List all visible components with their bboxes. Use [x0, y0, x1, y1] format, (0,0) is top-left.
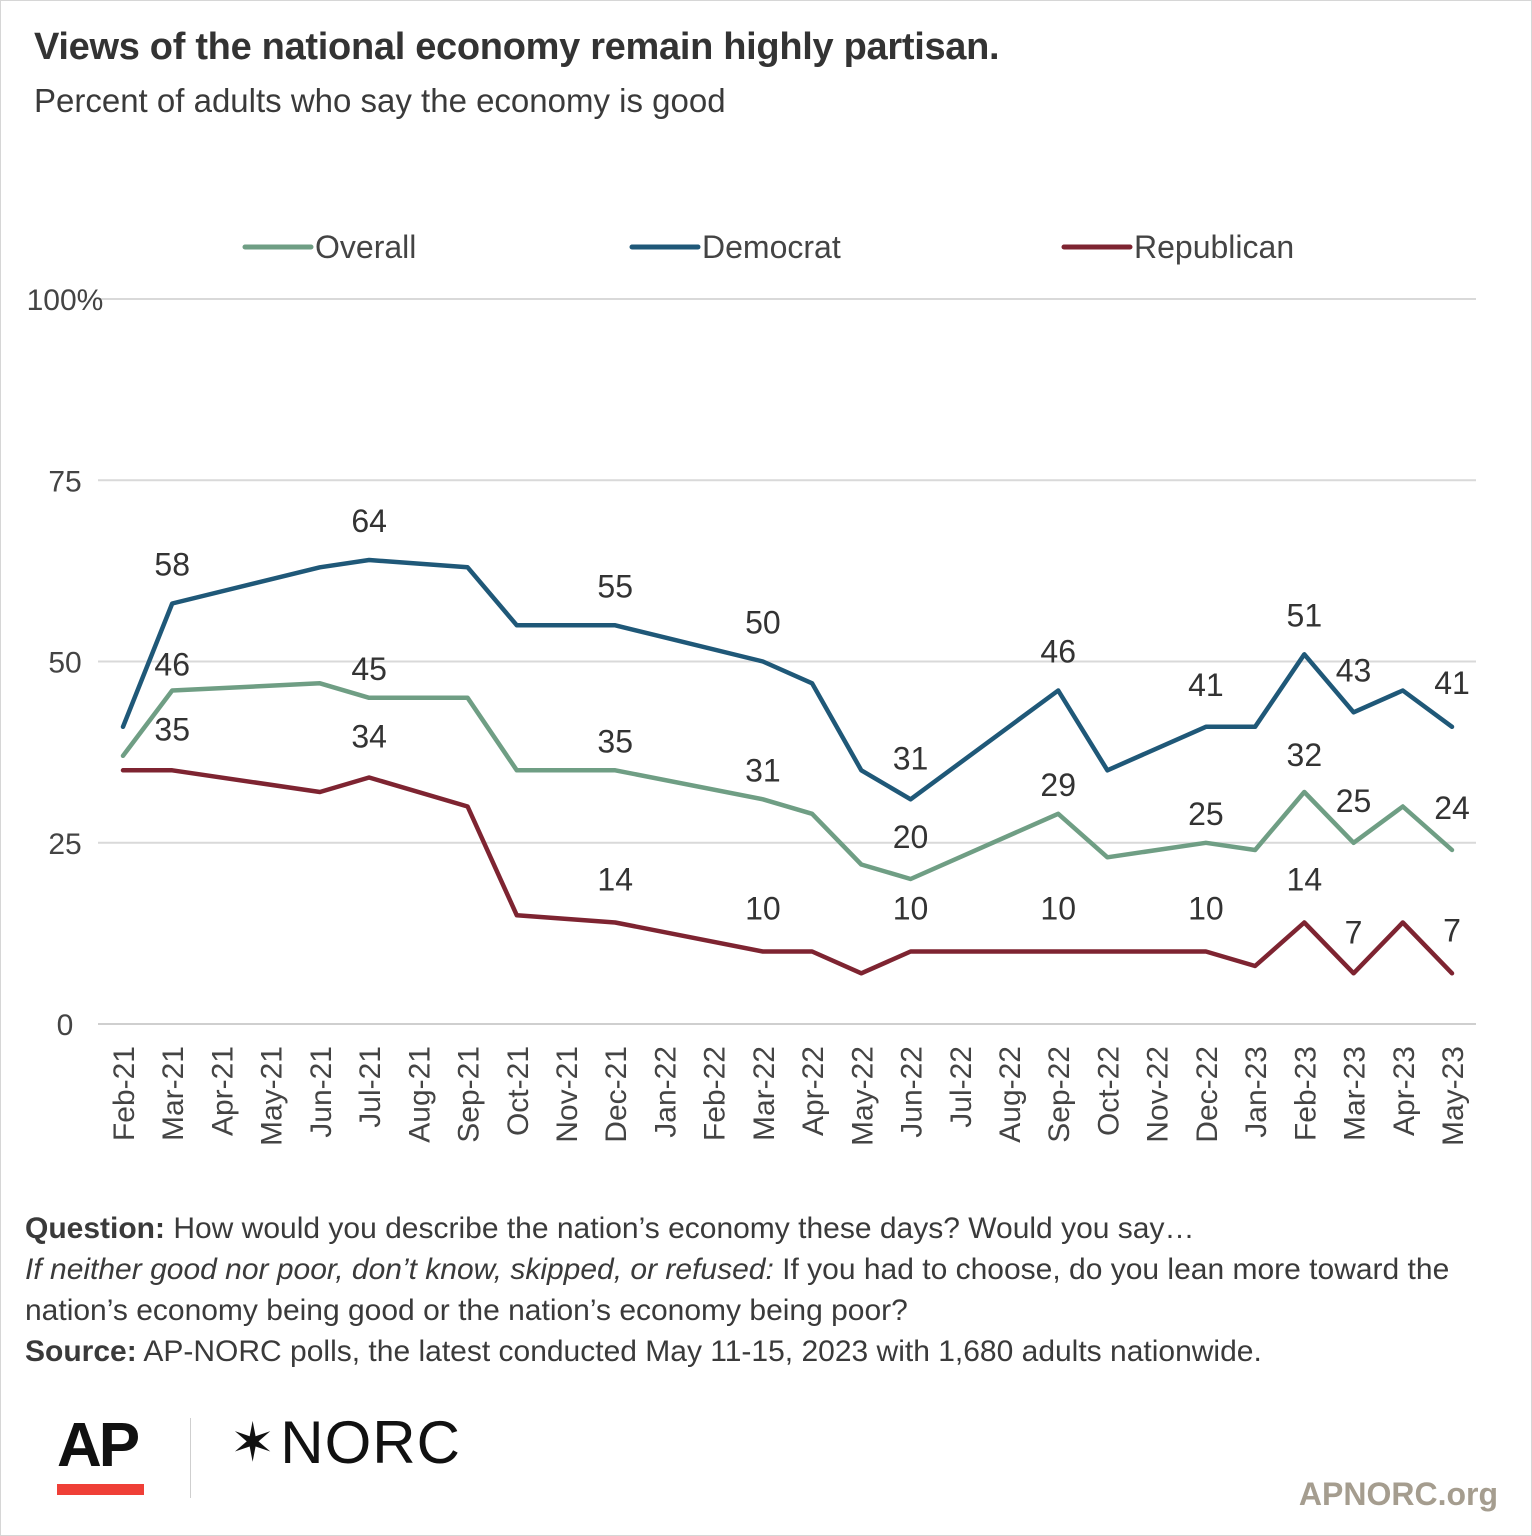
x-tick-label: Feb-21	[108, 1046, 141, 1141]
logo-divider	[190, 1418, 191, 1498]
data-label-republican: 7	[1443, 912, 1461, 948]
x-tick-label: Jun-21	[305, 1046, 338, 1138]
followup-note: If neither good nor poor, don’t know, sk…	[25, 1249, 1505, 1331]
y-tick-label: 0	[57, 1009, 74, 1042]
y-tick-label: 25	[48, 828, 81, 861]
data-label-democrat: 41	[1188, 667, 1224, 703]
x-tick-label: Apr-21	[206, 1046, 239, 1136]
data-label-overall: 20	[893, 819, 929, 855]
data-label-democrat: 46	[1040, 634, 1076, 670]
x-tick-label: Mar-22	[748, 1046, 781, 1141]
x-tick-label: May-22	[846, 1046, 879, 1146]
x-tick-label: Apr-22	[797, 1046, 830, 1136]
x-tick-label: Sep-21	[453, 1046, 486, 1143]
norc-star-icon: ✶	[230, 1413, 277, 1473]
x-tick-label: Aug-22	[994, 1046, 1027, 1143]
data-label-republican: 10	[1188, 891, 1224, 927]
source-note: Source: AP-NORC polls, the latest conduc…	[25, 1331, 1505, 1372]
data-label-overall: 32	[1287, 737, 1323, 773]
line-chart: 0 25 50 75 100% Feb-21 Mar-21 Apr-21 May-21 Jun-2…	[27, 229, 1476, 1146]
chart-title: Views of the national economy remain hig…	[34, 26, 1000, 68]
x-tick-label: May-21	[256, 1046, 289, 1146]
legend-label-republican: Republican	[1134, 229, 1294, 265]
x-tick-label: Jan-22	[649, 1046, 682, 1138]
data-label-democrat: 43	[1336, 652, 1372, 688]
data-label-republican: 7	[1345, 914, 1363, 950]
source-text: AP-NORC polls, the latest conducted May …	[136, 1335, 1262, 1368]
data-label-republican: 10	[1040, 891, 1076, 927]
chart-notes: Question: How would you describe the nat…	[25, 1208, 1505, 1372]
x-tick-label: Feb-22	[699, 1046, 732, 1141]
x-tick-label: Jan-23	[1240, 1046, 1273, 1138]
data-label-overall: 35	[597, 723, 633, 759]
data-label-republican: 35	[154, 711, 190, 747]
data-label-democrat: 58	[154, 547, 190, 583]
norc-logo: ✶ NORC	[230, 1408, 461, 1477]
data-label-overall: 25	[1188, 796, 1224, 832]
question-label: Question:	[25, 1212, 165, 1245]
x-tick-label: Dec-22	[1191, 1046, 1224, 1143]
x-tick-label: Feb-23	[1289, 1046, 1322, 1141]
legend-label-democrat: Democrat	[702, 229, 841, 265]
x-tick-label: Sep-22	[1043, 1046, 1076, 1143]
data-label-republican: 10	[745, 891, 781, 927]
x-tick-label: Jun-22	[896, 1046, 929, 1138]
data-label-republican: 10	[893, 891, 929, 927]
x-tick-label: Jul-22	[945, 1046, 978, 1128]
chart-subtitle: Percent of adults who say the economy is…	[34, 82, 726, 119]
y-tick-label: 50	[48, 647, 81, 680]
data-label-overall: 25	[1336, 783, 1372, 819]
x-tick-label: Nov-22	[1142, 1046, 1175, 1143]
data-label-overall: 31	[745, 752, 781, 788]
data-label-democrat: 31	[893, 740, 929, 776]
series-line-democrat	[120, 557, 1455, 802]
data-label-republican: 34	[351, 719, 387, 755]
y-tick-label: 75	[48, 465, 81, 498]
data-label-republican: 14	[1287, 862, 1323, 898]
question-note: Question: How would you describe the nat…	[25, 1208, 1505, 1249]
series-line-republican	[120, 768, 1455, 976]
norc-wordmark: NORC	[280, 1409, 461, 1476]
x-tick-label: Mar-23	[1339, 1046, 1372, 1141]
x-tick-label: Aug-21	[403, 1046, 436, 1143]
data-label-overall: 24	[1434, 790, 1470, 826]
data-label-democrat: 50	[745, 605, 781, 641]
data-label-overall: 45	[351, 651, 387, 687]
question-text: How would you describe the nation’s econ…	[165, 1212, 1195, 1245]
x-tick-label: Apr-23	[1388, 1046, 1421, 1136]
y-tick-label: 100%	[27, 284, 104, 317]
ap-logo-bar	[57, 1484, 144, 1495]
data-label-republican: 14	[597, 862, 633, 898]
data-label-democrat: 55	[597, 568, 633, 604]
legend-label-overall: Overall	[315, 229, 416, 265]
source-label: Source:	[25, 1335, 137, 1368]
site-link[interactable]: APNORC.org	[1298, 1476, 1498, 1512]
data-label-democrat: 64	[351, 503, 387, 539]
data-label-democrat: 51	[1287, 597, 1323, 633]
data-label-democrat: 41	[1434, 665, 1470, 701]
x-tick-label: Dec-21	[600, 1046, 633, 1143]
x-tick-label: Oct-21	[502, 1046, 535, 1136]
followup-text: If you had to choose, do you lean more t…	[25, 1253, 1450, 1327]
followup-condition: If neither good nor poor, don’t know, sk…	[25, 1253, 774, 1286]
x-tick-label: Jul-21	[354, 1046, 387, 1128]
data-label-overall: 46	[154, 647, 190, 683]
x-tick-label: Oct-22	[1092, 1046, 1125, 1136]
x-tick-label: Mar-21	[157, 1046, 190, 1141]
x-tick-label: May-23	[1437, 1046, 1470, 1146]
ap-logo: AP	[57, 1411, 140, 1480]
data-label-overall: 29	[1040, 767, 1076, 803]
x-tick-label: Nov-21	[551, 1046, 584, 1143]
series-line-overall	[120, 681, 1455, 882]
